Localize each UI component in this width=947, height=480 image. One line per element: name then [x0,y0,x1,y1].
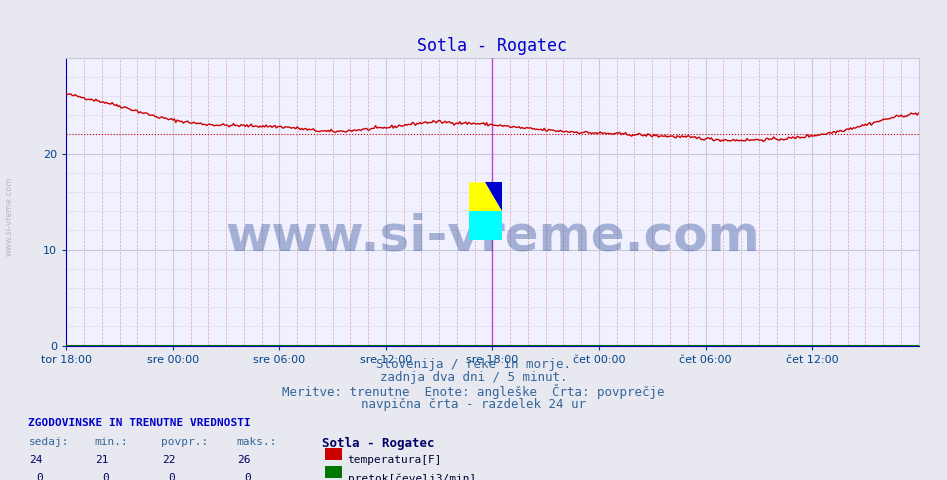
Text: 0: 0 [102,473,109,480]
Text: www.si-vreme.com: www.si-vreme.com [5,176,14,256]
Text: 22: 22 [162,455,175,465]
Text: temperatura[F]: temperatura[F] [348,455,442,465]
Text: 0: 0 [169,473,175,480]
Polygon shape [469,182,502,211]
Text: povpr.:: povpr.: [161,437,208,447]
Text: 0: 0 [244,473,251,480]
Text: navpična črta - razdelek 24 ur: navpična črta - razdelek 24 ur [361,398,586,411]
Text: 21: 21 [96,455,109,465]
Text: min.:: min.: [95,437,129,447]
Text: www.si-vreme.com: www.si-vreme.com [225,212,759,260]
Text: 26: 26 [238,455,251,465]
Polygon shape [469,211,502,240]
Text: Sotla - Rogatec: Sotla - Rogatec [322,437,435,450]
Text: pretok[čevelj3/min]: pretok[čevelj3/min] [348,473,475,480]
Text: Slovenija / reke in morje.: Slovenija / reke in morje. [376,358,571,371]
Text: sedaj:: sedaj: [28,437,69,447]
Text: maks.:: maks.: [237,437,277,447]
Text: Meritve: trenutne  Enote: angleške  Črta: povprečje: Meritve: trenutne Enote: angleške Črta: … [282,384,665,399]
Polygon shape [486,182,502,211]
Title: Sotla - Rogatec: Sotla - Rogatec [418,36,567,55]
Text: zadnja dva dni / 5 minut.: zadnja dva dni / 5 minut. [380,371,567,384]
Text: 24: 24 [29,455,43,465]
Text: 0: 0 [36,473,43,480]
Text: ZGODOVINSKE IN TRENUTNE VREDNOSTI: ZGODOVINSKE IN TRENUTNE VREDNOSTI [28,418,251,428]
